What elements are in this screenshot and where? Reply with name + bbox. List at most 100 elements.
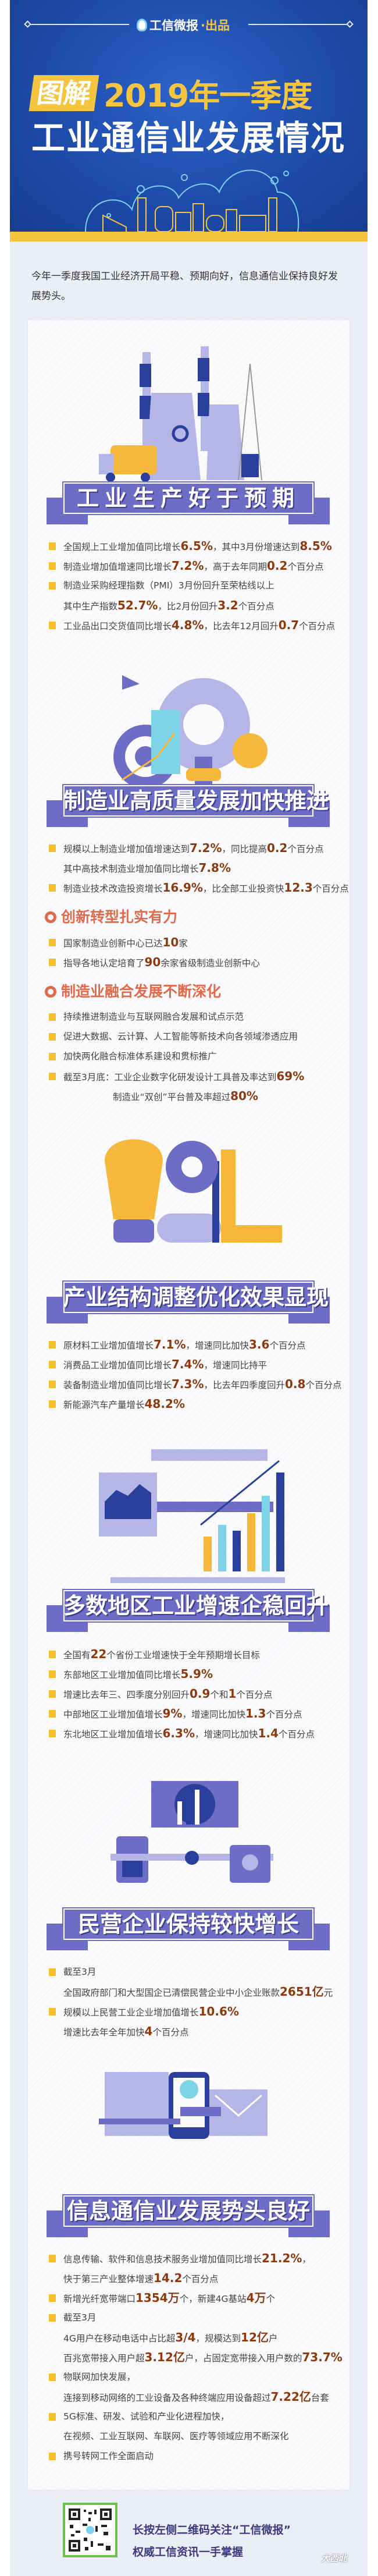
title-tag: 图解 <box>28 74 99 111</box>
bullet-square-icon <box>49 939 56 946</box>
bullet-item: 规模以上民营工业企业增加值增长10.6% <box>49 2002 351 2021</box>
banner-box: 多数地区工业增速企稳回升 <box>62 1589 329 1623</box>
section-lines: 全国规上工业增加值同比增长6.5%，其中3月份增速达到8.5% 制造业增加值增速同… <box>49 536 351 635</box>
highlight-value: 1.3 <box>245 1706 266 1720</box>
bullet-item: 促进大数据、云计算、人工智能等新技术向各领域渗透应用 <box>49 1027 351 1046</box>
brand-suffix: ·出品 <box>201 19 230 33</box>
bullet-continuation: 其中生产指数52.7%，比2月份回升3.2个百分点 <box>49 595 351 615</box>
bullet-item: 截至3月 <box>49 1962 351 1982</box>
bullet-square-icon <box>49 1361 56 1368</box>
text: ，增速同比加快 <box>186 1340 249 1351</box>
bar-chart-people-icon <box>99 1449 285 1583</box>
section-banner: 多数地区工业增速企稳回升 <box>47 1589 330 1632</box>
calculator-monitor-icon <box>110 1781 273 1883</box>
divider <box>248 24 350 25</box>
bullet-square-icon <box>49 1053 56 1060</box>
text: 个百分点 <box>152 2027 189 2038</box>
text: 全国规上工业增加值同比增长 <box>63 542 181 552</box>
text: 个百分点 <box>287 844 324 854</box>
bullet-item: 中部地区工业增加值增长9%，增速同比加快1.3个百分点 <box>49 1704 351 1723</box>
text: 在视频、工业互联网、车联网、医疗等领域应用不断深化 <box>63 2431 289 2442</box>
highlight-value: 1354万 <box>135 2291 180 2305</box>
text: 原材料工业增加值增长 <box>63 1340 154 1351</box>
bullet-item: 制造业采购经理指数（PMI）3月份回升至荣枯线以上 <box>49 576 351 595</box>
highlight-value: 73.7% <box>302 2350 343 2364</box>
bullet-square-icon <box>49 1710 56 1718</box>
bullet-square-icon <box>49 959 56 966</box>
highlight-value: 3.12亿 <box>144 2350 185 2364</box>
highlight-value: 12.3 <box>284 881 313 895</box>
highlight-value: 90 <box>144 955 161 969</box>
bullet-item: 全国规上工业增加值同比增长6.5%，其中3月份增速达到8.5% <box>49 536 351 556</box>
bullet-item: 工业品出口交货值同比增长4.8%，比去年12月回升0.7个百分点 <box>49 615 351 635</box>
gear-target-icon <box>113 675 268 784</box>
section-title: 工业生产好于预期 <box>76 485 300 511</box>
bullet-square-icon <box>49 2413 56 2421</box>
highlight-value: 9% <box>162 1706 183 1720</box>
bullet-item: 指导各地认定培育了90余家省级制造业创新中心 <box>49 952 351 972</box>
section-banner: 制造业高质量发展加快推进 <box>47 784 330 827</box>
text: 台套 <box>311 2393 329 2403</box>
text: 规模以上民营工业企业增加值增长 <box>63 2007 199 2018</box>
accent-strip <box>10 232 368 242</box>
bullet-continuation: 其中高技术制造业增加值同比增长7.8% <box>49 858 351 878</box>
highlight-value: 10.6% <box>198 2004 239 2018</box>
highlight-value: 7.2% <box>190 841 222 855</box>
text: 东部地区工业增加值同比增长 <box>63 1670 181 1680</box>
diamond-icon <box>346 20 354 28</box>
bullet-square-icon <box>49 2373 56 2381</box>
text: 元 <box>323 1988 333 1998</box>
text: 增速比去年全年加快 <box>63 2027 145 2038</box>
highlight-value: 7.3% <box>172 1377 204 1391</box>
highlight-value: 52.7% <box>117 598 158 612</box>
text: 中部地区工业增加值增长 <box>63 1709 163 1720</box>
text: 余家省级制造业创新中心 <box>161 958 260 968</box>
section-lines: 规模以上制造业增加值增速达到7.2%，同比提高0.2个百分点 其中高技术制造业增加… <box>45 838 351 1106</box>
banner-box: 制造业高质量发展加快推进 <box>62 784 329 818</box>
highlight-value: 0.8 <box>285 1377 306 1391</box>
highlight-value: 3.2 <box>217 598 238 612</box>
bullet-continuation: 连接到移动网络的工业设备及各种终端应用设备超过7.22亿台套 <box>49 2387 351 2407</box>
ring-icon <box>45 911 56 923</box>
section-title: 民营企业保持较快增长 <box>77 1911 299 1937</box>
banner-box: 信息通信业发展势头良好 <box>62 2194 315 2228</box>
bullet-square-icon <box>49 1690 56 1698</box>
subheading: 制造业融合发展不断深化 <box>45 977 351 1007</box>
diamond-icon <box>24 20 31 28</box>
cityscape-icon <box>85 169 299 232</box>
bullet-square-icon <box>49 884 56 892</box>
bullet-item: 原材料工业增加值增长7.1%，增速同比加快3.6个百分点 <box>49 1335 351 1354</box>
text: 持续推进制造业与互联网融合发展和试点示范 <box>63 1012 244 1022</box>
bullet-continuation: 全国政府部门和大型国企已清偿民营企业中小企业账款2651亿元 <box>49 1982 351 2002</box>
highlight-value: 14.2 <box>154 2271 183 2285</box>
section-title: 多数地区工业增速企稳回升 <box>63 1593 329 1619</box>
bullet-continuation: 在视频、工业互联网、车联网、医疗等领域应用不断深化 <box>49 2426 351 2446</box>
text: 户 <box>268 2333 278 2344</box>
bullet-item: 加快两化融合标准体系建设和贯标推广 <box>49 1046 351 1066</box>
bullet-square-icon <box>49 845 56 852</box>
text: 制造业“双创”平台普及率超过 <box>113 1092 231 1102</box>
text: ，同比提高 <box>222 844 267 854</box>
highlight-value: 7.22亿 <box>270 2390 311 2404</box>
bullet-item: 增速比去年三、四季度分别回升0.9个和1个百分点 <box>49 1684 351 1704</box>
text: 个百分点 <box>238 601 274 612</box>
qr-code-icon[interactable] <box>63 2503 117 2557</box>
bullet-continuation: 百兆宽带接入用户超3.12亿户，占固定宽带接入用户数的73.7% <box>49 2347 351 2367</box>
highlight-value: 7.2% <box>172 559 204 573</box>
text: 指导各地认定培育了 <box>63 958 145 968</box>
text: 全国有 <box>63 1650 91 1660</box>
section-lines: 原材料工业增加值增长7.1%，增速同比加快3.6个百分点 消费品工业增加值同比增长… <box>49 1335 351 1414</box>
section-banner: 信息通信业发展势头良好 <box>47 2194 330 2237</box>
bullet-square-icon <box>49 582 56 590</box>
phone-network-icon <box>99 2072 268 2139</box>
text: 个百分点 <box>269 1340 306 1351</box>
text: 携号转网工作全面启动 <box>63 2451 154 2461</box>
section-title: 产业结构调整优化效果显现 <box>63 1285 329 1310</box>
bullet-item: 消费品工业增加值同比增长7.4%，增速同比持平 <box>49 1354 351 1374</box>
bullet-square-icon <box>49 542 56 550</box>
text: 个 <box>266 2294 275 2304</box>
highlight-value: 69% <box>276 1069 305 1083</box>
highlight-value: 80% <box>230 1089 258 1103</box>
bullet-square-icon <box>49 1670 56 1678</box>
section-title: 制造业高质量发展加快推进 <box>63 788 329 814</box>
